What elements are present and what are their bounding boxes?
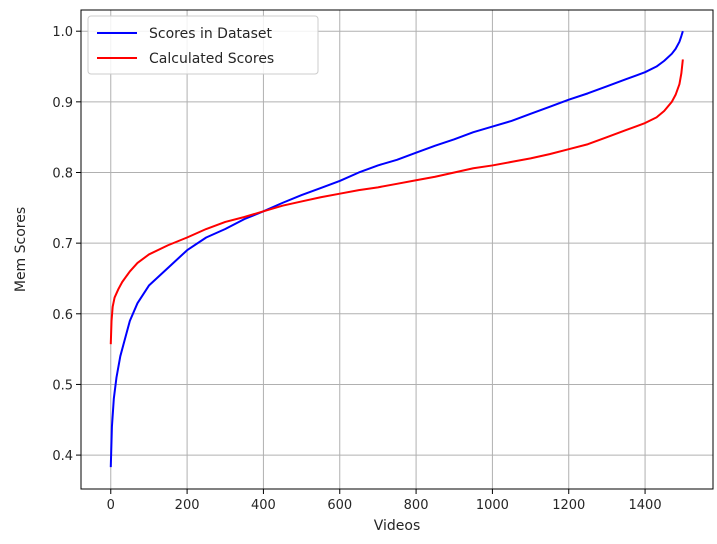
y-tick-label: 1.0 [52,25,73,40]
legend-label-scores-in-dataset: Scores in Dataset [149,26,273,42]
grid-lines [81,10,713,489]
x-axis-ticks: 0 200 400 600 800 1000 1200 1400 [107,489,662,513]
x-tick-label: 800 [404,498,429,513]
x-tick-label: 600 [327,498,352,513]
x-tick-label: 0 [107,498,115,513]
x-tick-label: 1000 [476,498,509,513]
series-layer [109,30,684,468]
x-tick-label: 400 [251,498,276,513]
y-tick-label: 0.8 [52,166,73,181]
legend-box [87,15,319,75]
y-axis-ticks: 0.4 0.5 0.6 0.7 0.8 0.9 1.0 [52,25,81,464]
x-tick-label: 1400 [629,498,662,513]
y-tick-label: 0.9 [52,96,73,111]
y-tick-label: 0.5 [52,378,73,393]
series-line-scores-in-dataset [109,30,684,468]
series-line-calculated-scores [109,59,684,345]
plot-frame [80,9,714,490]
y-tick-label: 0.7 [52,237,73,252]
x-tick-label: 200 [175,498,200,513]
y-tick-label: 0.6 [52,308,73,323]
legend: Scores in Dataset Calculated Scores [87,15,319,75]
x-tick-label: 1200 [552,498,585,513]
legend-label-calculated-scores: Calculated Scores [149,51,274,67]
y-axis-label: Mem Scores [13,207,29,292]
x-axis-label: Videos [374,518,421,534]
y-tick-label: 0.4 [52,449,73,464]
